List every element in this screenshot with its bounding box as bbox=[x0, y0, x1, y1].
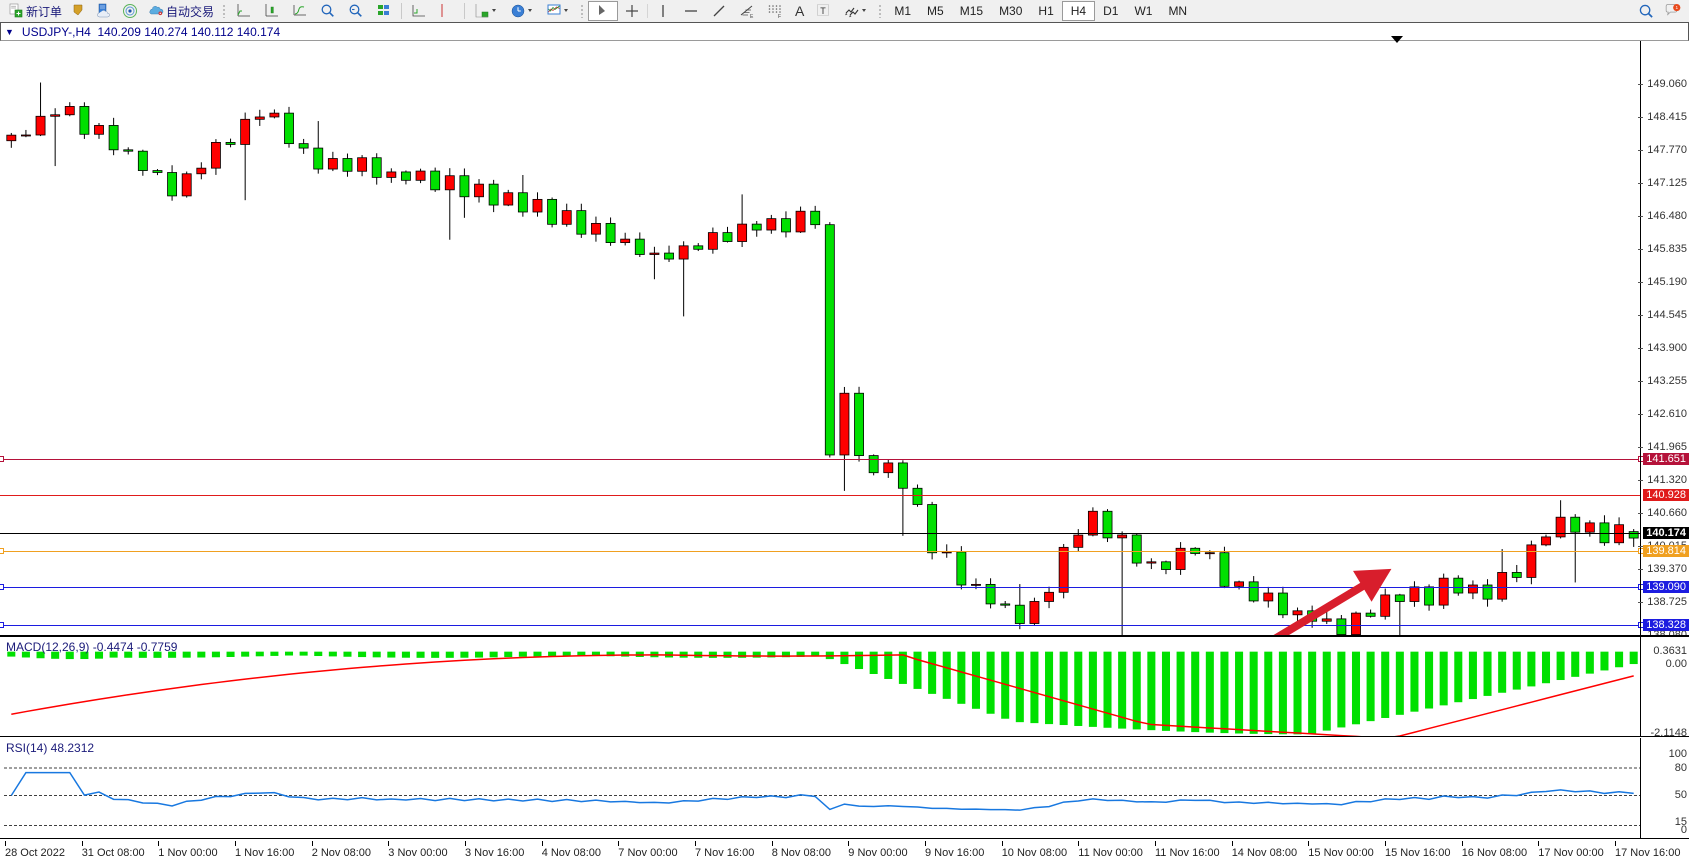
svg-text:1: 1 bbox=[1675, 5, 1678, 10]
svg-text:E: E bbox=[750, 14, 754, 19]
svg-text:F: F bbox=[778, 14, 781, 19]
svg-text:T: T bbox=[821, 6, 827, 16]
